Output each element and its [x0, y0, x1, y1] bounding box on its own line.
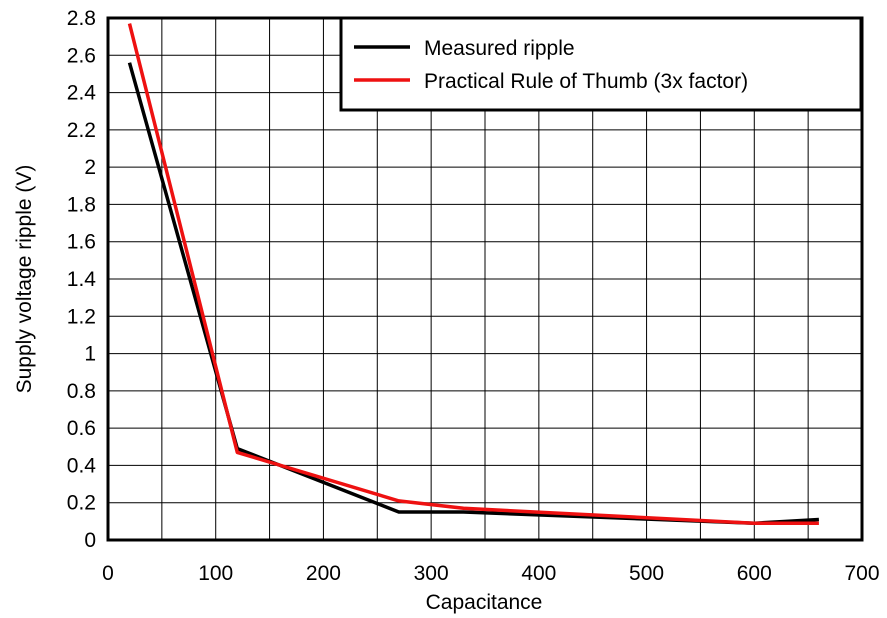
y-tick-label: 1.8	[67, 193, 96, 216]
x-tick-label: 100	[198, 562, 233, 585]
y-tick-label: 0.6	[67, 417, 96, 440]
x-tick-label: 500	[629, 562, 664, 585]
x-tick-label: 700	[844, 562, 879, 585]
y-axis-label: Supply voltage ripple (V)	[13, 165, 36, 394]
y-tick-label: 0.8	[67, 380, 96, 403]
legend-box	[339, 16, 863, 112]
y-tick-label: 0.2	[67, 492, 96, 515]
y-tick-label: 2	[84, 156, 96, 179]
y-tick-label: 2.4	[67, 82, 97, 105]
tick-labels: 0 100 200 300 400 500 600 700 0 0.2 0.4 0.6 0.8 1 1.2 1…	[67, 7, 880, 585]
y-tick-label: 1.6	[67, 231, 96, 254]
x-axis-label: Capacitance	[426, 591, 543, 614]
y-tick-label: 0.4	[67, 454, 97, 477]
x-tick-label: 300	[414, 562, 449, 585]
series-layer	[127, 23, 820, 525]
y-tick-label: 0	[84, 529, 96, 552]
y-tick-label: 2.6	[67, 44, 96, 67]
y-tick-label: 2.2	[67, 119, 96, 142]
y-tick-label: 1	[84, 343, 96, 366]
series-line-measured-ripple	[127, 62, 820, 525]
series-line-rule-of-thumb	[127, 23, 819, 525]
x-tick-label: 0	[102, 562, 114, 585]
x-tick-label: 600	[737, 562, 772, 585]
legend-label-measured-ripple: Measured ripple	[424, 37, 575, 60]
y-tick-label: 1.2	[67, 305, 96, 328]
legend: Measured ripple Practical Rule of Thumb …	[339, 16, 863, 112]
legend-label-rule-of-thumb: Practical Rule of Thumb (3x factor)	[424, 70, 748, 93]
y-tick-label: 1.4	[67, 268, 97, 291]
x-tick-label: 400	[521, 562, 556, 585]
x-tick-label: 200	[306, 562, 341, 585]
y-tick-label: 2.8	[67, 7, 96, 30]
